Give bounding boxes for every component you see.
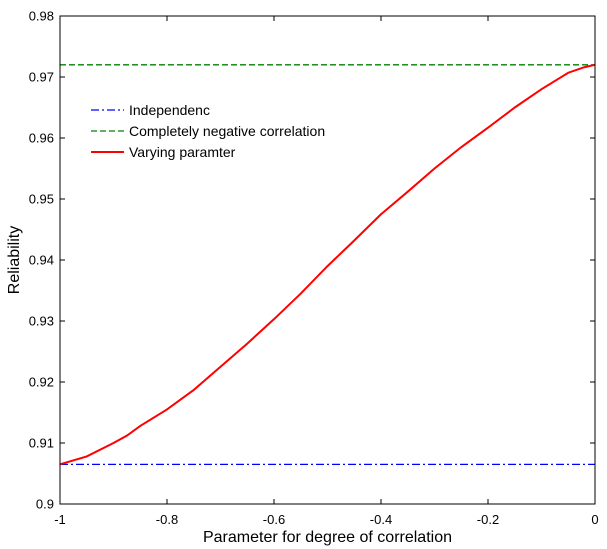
y-tick-label: 0.98 [29, 9, 54, 24]
legend: Independenc Completely negative correlati… [91, 102, 325, 160]
y-tick-label: 0.93 [29, 314, 54, 329]
legend-label-2: Completely negative correlation [129, 123, 325, 139]
y-tick-label: 0.9 [36, 497, 54, 512]
plot-layer [59, 63, 596, 466]
x-tick-label: -0.8 [156, 512, 178, 527]
legend-label-1: Independenc [129, 102, 210, 118]
y-tick-label: 0.97 [29, 70, 54, 85]
x-tick-label: -0.4 [370, 512, 392, 527]
y-tick-label: 0.96 [29, 131, 54, 146]
x-tick-label: -0.2 [477, 512, 499, 527]
legend-label-3: Varying paramter [129, 144, 236, 160]
ticks-layer: -1 -0.8 -0.6 -0.4 -0.2 0 0.9 0.91 0.92 0.93 0.94 0.… [29, 9, 599, 528]
y-tick-label: 0.95 [29, 192, 54, 207]
y-tick-label: 0.91 [29, 436, 54, 451]
y-tick-label: 0.92 [29, 375, 54, 390]
x-axis-title: Parameter for degree of correlation [203, 529, 452, 546]
x-tick-label: -0.6 [263, 512, 285, 527]
y-axis-title: Reliability [6, 226, 23, 294]
x-tick-label: -1 [54, 512, 66, 527]
x-tick-label: 0 [591, 512, 598, 527]
y-tick-label: 0.94 [29, 253, 54, 268]
series-line-3 [59, 63, 596, 466]
